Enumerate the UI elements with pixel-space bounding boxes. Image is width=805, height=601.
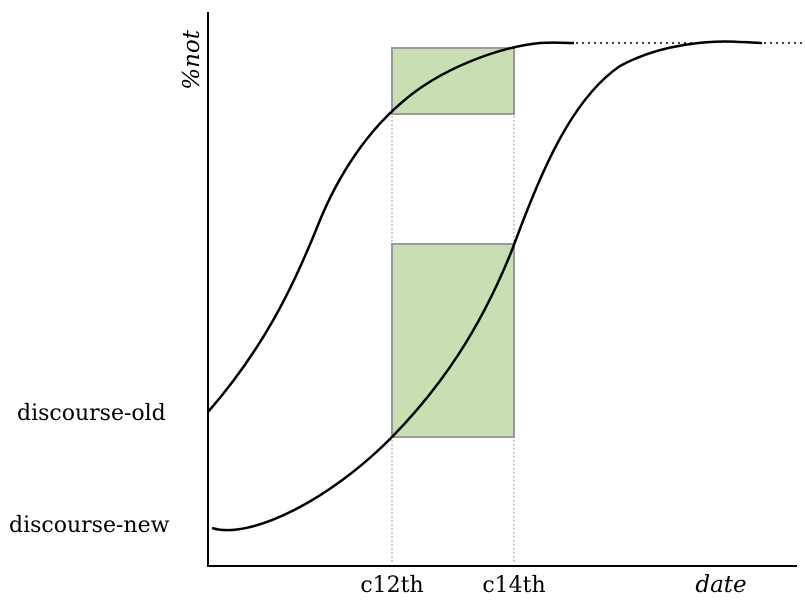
c14th-tick-label: c14th (482, 573, 545, 598)
y-axis-title: %not (179, 29, 205, 90)
discourse-old-curve (207, 41, 575, 413)
c12th-tick-label: c12th (360, 573, 423, 598)
lower-period-box (391, 243, 515, 438)
discourse-old-label: discourse-old (17, 401, 166, 426)
discourse-new-label: discourse-new (9, 513, 170, 538)
upper-period-box (391, 47, 515, 115)
discourse-new-curve (211, 40, 763, 532)
x-axis-title: date (695, 572, 746, 598)
